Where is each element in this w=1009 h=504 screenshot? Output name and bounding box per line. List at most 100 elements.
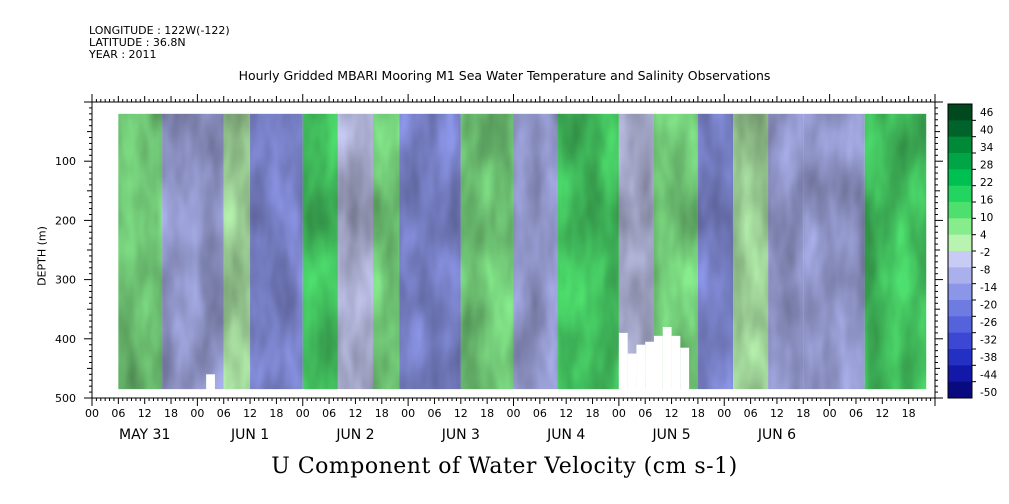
heatmap-texture [118, 113, 927, 390]
x-day-label: JUN 3 [441, 427, 480, 443]
x-tick-label: 12 [770, 407, 784, 420]
colorbar-label: -2 [980, 247, 990, 259]
missing-region-0 [206, 374, 215, 391]
year-label: YEAR : 2011 [89, 48, 157, 61]
colorbar-swatch [948, 365, 972, 383]
colorbar-label: 34 [980, 142, 994, 154]
x-day-label: JUN 4 [546, 427, 585, 443]
x-day-label: JUN 5 [651, 427, 690, 443]
x-tick-label: 06 [533, 407, 547, 420]
missing-region-8 [680, 347, 690, 391]
x-tick-label: 18 [375, 407, 389, 420]
colorbar-swatch [948, 120, 972, 138]
missing-region-5 [654, 335, 663, 391]
x-axis: 00 06 12 18 00 06 12 18 00 06 12 18 00 06 12 18 00 06 12 18… [85, 94, 936, 443]
colorbar-label: -26 [980, 317, 997, 329]
colorbar-label: -14 [980, 282, 997, 294]
x-tick-label: 06 [638, 407, 652, 420]
missing-region-2 [627, 353, 637, 391]
chart-title: Hourly Gridded MBARI Mooring M1 Sea Wate… [238, 68, 771, 83]
y-tick-label: 500 [55, 392, 76, 405]
texture-overlay [118, 113, 927, 390]
colorbar: 46 40 34 28 22 16 10 4 -2 -8 -14 -20 -26 -32 -38 -44 -50 [947, 103, 997, 399]
x-tick-label: 18 [902, 407, 916, 420]
x-axis-label: U Component of Water Velocity (cm s-1) [271, 454, 738, 479]
colorbar-swatch [948, 185, 972, 203]
x-tick-label: 18 [796, 407, 810, 420]
colorbar-swatch [948, 381, 972, 399]
colorbar-label: 40 [980, 125, 993, 137]
x-tick-label: 12 [665, 407, 679, 420]
x-tick-label: 18 [480, 407, 494, 420]
missing-data-regions [206, 326, 690, 391]
colorbar-label: 4 [980, 230, 987, 242]
colorbar-swatch [948, 300, 972, 317]
colorbar-label: 46 [980, 107, 994, 119]
colorbar-label: -44 [980, 370, 997, 382]
x-tick-label: 00 [401, 407, 415, 420]
colorbar-swatch [948, 136, 972, 154]
colorbar-label: 16 [980, 195, 994, 207]
x-tick-label: 12 [559, 407, 573, 420]
colorbar-label: -50 [980, 387, 997, 399]
colorbar-label: -32 [980, 335, 997, 347]
x-tick-label: 18 [164, 407, 178, 420]
colorbar-label: -20 [980, 300, 997, 312]
x-tick-label: 12 [875, 407, 889, 420]
x-tick-label: 18 [269, 407, 283, 420]
missing-region-7 [671, 335, 681, 391]
x-tick-label: 06 [427, 407, 441, 420]
x-tick-label: 00 [717, 407, 731, 420]
colorbar-swatch [948, 251, 972, 268]
latitude-label: LATITUDE : 36.8N [89, 36, 186, 49]
y-tick-label: 200 [55, 214, 76, 227]
colorbar-swatch [948, 267, 972, 285]
y-tick-label: 100 [55, 155, 76, 168]
x-tick-label: 00 [190, 407, 204, 420]
x-day-label: JUN 6 [757, 427, 796, 443]
x-tick-label: 06 [217, 407, 231, 420]
colorbar-swatch [948, 332, 972, 350]
longitude-label: LONGITUDE : 122W(-122) [89, 24, 230, 37]
x-tick-label: 06 [111, 407, 125, 420]
x-day-label: MAY 31 [119, 427, 170, 443]
x-day-label: JUN 2 [335, 427, 374, 443]
x-tick-label: 00 [296, 407, 310, 420]
x-tick-label: 12 [138, 407, 152, 420]
missing-region-4 [645, 341, 654, 391]
colorbar-swatch [948, 234, 972, 252]
x-tick-label: 12 [348, 407, 362, 420]
x-tick-label: 06 [744, 407, 758, 420]
y-axis: 100 200 300 400 500 [55, 101, 943, 405]
colorbar-label: -38 [980, 352, 997, 364]
x-tick-label: 18 [691, 407, 705, 420]
colorbar-swatch [948, 104, 972, 121]
x-tick-label: 00 [85, 407, 99, 420]
colorbar-label: 28 [980, 160, 993, 172]
colorbar-label: -8 [980, 265, 990, 277]
x-tick-label: 06 [849, 407, 863, 420]
x-tick-label: 00 [507, 407, 521, 420]
colorbar-swatch [948, 349, 972, 366]
colorbar-swatch [948, 202, 972, 219]
colorbar-label: 10 [980, 212, 993, 224]
colorbar-swatch [948, 218, 972, 236]
x-tick-label: 12 [454, 407, 468, 420]
colorbar-swatch [948, 169, 972, 187]
colorbar-swatch [948, 316, 972, 334]
x-tick-label: 12 [243, 407, 257, 420]
x-tick-label: 06 [322, 407, 336, 420]
x-tick-label: 18 [586, 407, 600, 420]
colorbar-swatch [948, 153, 972, 170]
missing-region-6 [662, 326, 672, 391]
y-tick-label: 400 [55, 333, 76, 346]
missing-region-3 [636, 344, 646, 391]
missing-region-1 [618, 332, 628, 391]
colorbar-label: 22 [980, 177, 993, 189]
y-tick-label: 300 [55, 274, 76, 287]
x-day-label: JUN 1 [230, 427, 269, 443]
x-tick-label: 00 [823, 407, 837, 420]
x-tick-label: 00 [612, 407, 626, 420]
colorbar-swatch [948, 283, 972, 301]
